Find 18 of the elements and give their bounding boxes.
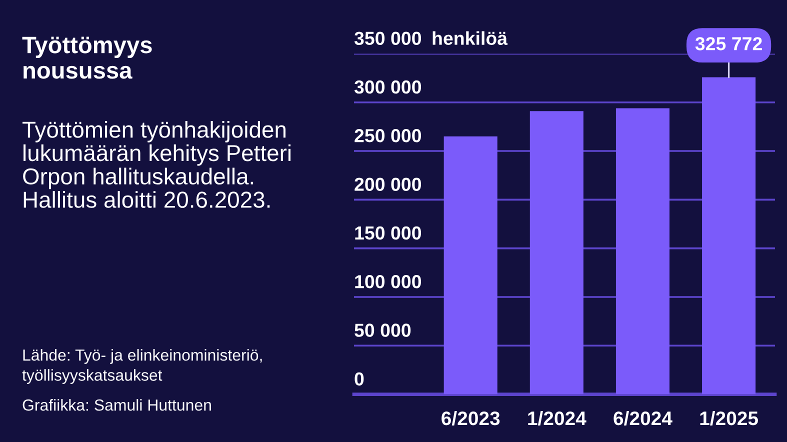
y-tick-label: 350 000: [354, 32, 422, 46]
text: Työttömyys nousussa: [22, 36, 152, 79]
text: Lähde: Työ- ja elinkeinoministeriö, työllisyyskatsaukset: [22, 349, 262, 384]
text: Työttömien työnhakijoiden lukumäärän kehitys Petteri Orpon hallituskaudella. Hallitus aloitti 20.6.2023.: [22, 121, 290, 208]
y-axis-title: henkilöä: [432, 31, 508, 45]
y-tick-label: 50 000: [354, 324, 411, 337]
text: Grafiikka: Samuli Huttunen: [22, 399, 211, 411]
y-tick-label: 300 000: [354, 80, 422, 94]
data-label: 325 772: [695, 37, 762, 50]
y-tick-label: 0: [354, 372, 364, 386]
y-tick-label: 100 000: [355, 275, 422, 288]
x-tick-label: 1/2025: [700, 410, 758, 426]
y-tick-label: 150 000: [355, 226, 422, 240]
y-tick-label: 250 000: [354, 129, 422, 142]
x-tick-label: 6/2023: [442, 410, 500, 426]
x-tick-label: 6/2024: [614, 410, 672, 426]
y-tick-label: 200 000: [354, 178, 422, 191]
x-tick-label: 1/2024: [528, 410, 586, 426]
